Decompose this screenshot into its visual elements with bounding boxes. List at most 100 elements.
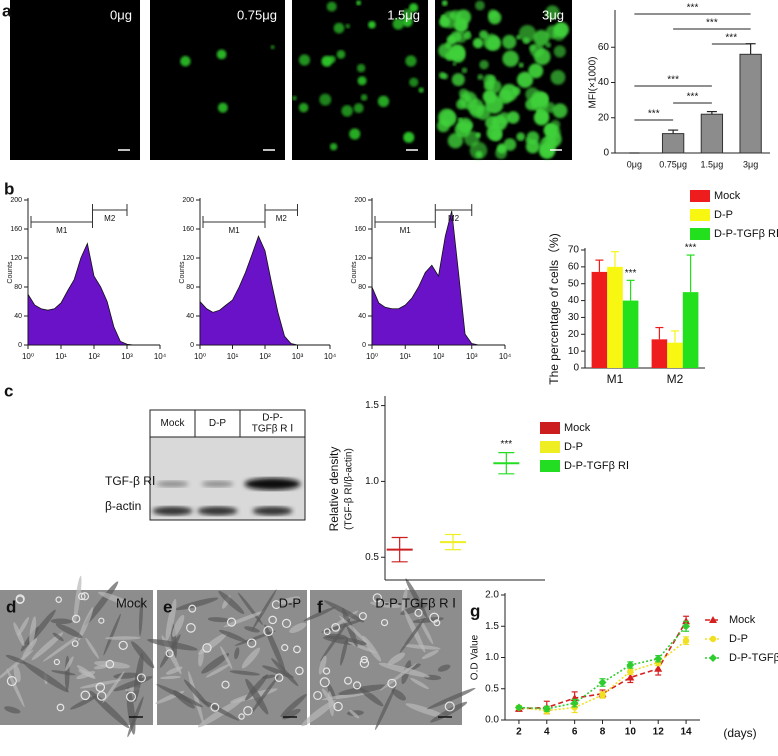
- x-tick-label: 10¹: [399, 352, 411, 361]
- cell-shape: [113, 676, 153, 692]
- cell-shape: [17, 617, 30, 636]
- round-cell: [105, 659, 115, 669]
- cell-shape: [249, 675, 280, 716]
- panel-letter: a: [2, 1, 12, 20]
- significance-label: ***: [667, 75, 679, 86]
- cell-glow: [377, 95, 390, 108]
- round-cell: [126, 691, 136, 702]
- cell-glow: [319, 93, 332, 106]
- round-cell: [387, 678, 397, 689]
- x-tick-label: 10⁴: [154, 352, 167, 361]
- round-cell: [358, 612, 367, 621]
- y-tick-label: 1.0: [365, 476, 379, 487]
- gate-label: M1: [56, 226, 68, 235]
- histogram: [199, 235, 330, 346]
- bar: [607, 266, 623, 368]
- cell-shape: [22, 638, 38, 659]
- bar: [667, 342, 683, 368]
- cell-shape: [378, 662, 430, 678]
- cell-glow: [518, 62, 524, 68]
- cell-shape: [156, 684, 204, 708]
- panel-letter: c: [4, 381, 13, 400]
- cell-shape: [379, 663, 417, 691]
- x-tick-label: 10⁰: [366, 352, 378, 361]
- cell-glow: [546, 124, 554, 132]
- panel-letter: b: [4, 179, 14, 198]
- cell-glow: [502, 50, 519, 67]
- x-tick-label: 3μg: [743, 159, 758, 169]
- cell-glow: [475, 132, 481, 138]
- cell-shape: [23, 661, 69, 693]
- cell-shape: [13, 622, 25, 646]
- image-label: 0.75μg: [237, 7, 277, 22]
- x-axis-label: (days): [723, 726, 756, 740]
- x-tick-label: 10¹: [55, 352, 67, 361]
- x-tick-label: 0.75μg: [659, 159, 687, 169]
- panel-letter: d: [6, 597, 16, 616]
- round-cell: [15, 595, 25, 604]
- cell-shape: [401, 588, 408, 612]
- y-tick-label: 0: [362, 342, 366, 349]
- cell-shape: [5, 654, 27, 664]
- cell-glow: [545, 5, 560, 20]
- round-cell: [293, 645, 301, 654]
- y-tick-label: 0: [18, 342, 22, 349]
- cell-glow: [483, 33, 500, 51]
- histogram: [27, 242, 160, 346]
- cell-shape: [78, 669, 95, 678]
- cell-shape: [138, 596, 144, 637]
- round-cell: [78, 592, 86, 601]
- round-cell: [281, 618, 292, 629]
- cell-shape: [280, 693, 307, 718]
- y-tick-label: 120: [10, 255, 22, 262]
- cell-shape: [183, 679, 210, 708]
- cell-glow: [409, 3, 419, 13]
- cell-shape: [85, 637, 100, 659]
- blot-band: [201, 481, 234, 487]
- bar: [700, 113, 724, 154]
- x-tick-label: 10⁰: [194, 352, 206, 361]
- legend-label: D-P-TGFβ R Ⅰ: [729, 652, 778, 664]
- data-point: [598, 678, 607, 687]
- cell-glow: [482, 89, 497, 104]
- cell-shape: [84, 581, 119, 626]
- round-cell: [274, 673, 284, 682]
- cell-glow: [533, 109, 550, 126]
- cell-shape: [55, 623, 83, 639]
- x-tick-label: 4: [544, 727, 550, 738]
- round-cell: [221, 680, 230, 689]
- cell-shape: [375, 685, 396, 731]
- cell-glow: [368, 20, 376, 29]
- gate-label: M1: [228, 226, 240, 235]
- fluorescence-image: [150, 0, 285, 160]
- cell-shape: [207, 617, 230, 623]
- round-cell: [56, 703, 65, 712]
- blot-row-label: β-actin: [105, 499, 141, 513]
- blot-band: [197, 506, 238, 516]
- data-point: [654, 654, 663, 663]
- cell-glow: [525, 139, 540, 154]
- round-cell: [72, 614, 81, 623]
- x-tick-label: M2: [667, 372, 684, 386]
- cell-shape: [103, 613, 121, 656]
- y-tick-label: 0.5: [485, 683, 499, 694]
- cell-glow: [451, 73, 465, 87]
- round-cell: [333, 701, 343, 712]
- cell-glow: [545, 42, 551, 48]
- cell-glow: [333, 22, 345, 34]
- cell-glow: [457, 117, 473, 133]
- round-cell: [319, 677, 330, 688]
- data-point: [599, 691, 606, 699]
- y-tick-label: 0: [573, 363, 579, 374]
- cell-shape: [391, 688, 406, 701]
- x-tick-label: 8: [600, 727, 606, 738]
- y-tick-label: 1.0: [485, 652, 499, 663]
- cell-glow: [360, 94, 368, 101]
- data-point: [682, 622, 691, 631]
- cell-glow: [526, 131, 540, 144]
- cell-shape: [405, 703, 448, 719]
- data-point: [627, 668, 634, 675]
- gate-label: M1: [400, 226, 412, 235]
- cell-shape: [218, 590, 245, 615]
